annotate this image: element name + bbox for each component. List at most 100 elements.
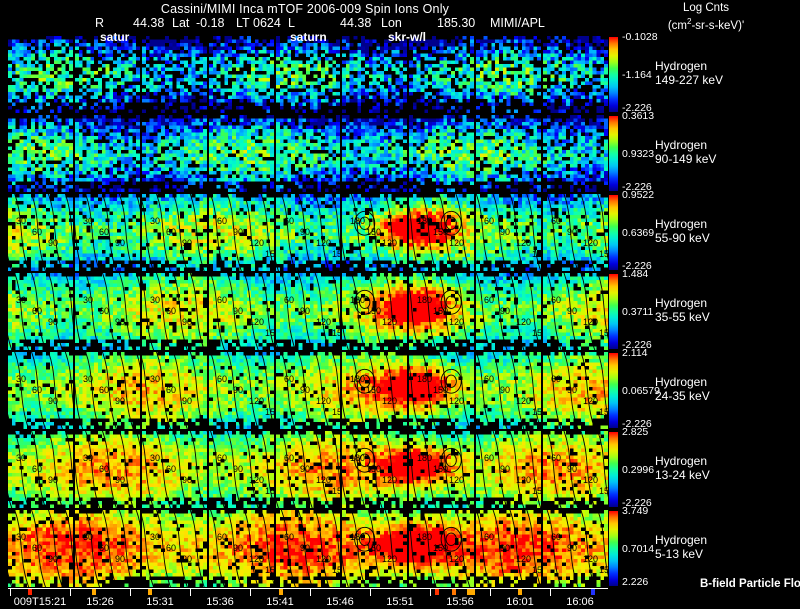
pitch-angle-contours [342,194,407,271]
pitch-angle-contours [476,273,541,350]
time-tick [10,589,11,596]
contour-line [526,194,542,271]
contour-label: 30 [83,374,93,384]
ephemeris-token-7: 44.38 [340,16,372,30]
contour-line [579,431,596,508]
ephemeris-token-4: LT [236,16,250,30]
contour-line [172,194,189,271]
contour-line [330,273,340,350]
contour-line [563,510,580,587]
pitch-angle-contours [8,273,73,350]
pitch-angle-contours [276,431,341,508]
contour-labels: 30 60 90 [150,374,192,406]
contour-label: 180 [417,295,432,305]
pitch-angle-contours [75,194,140,271]
contour-line [438,510,455,587]
spectrogram-tile: 60 90 120 150 [543,194,608,271]
contour-line [155,194,172,271]
spectrogram-tile: 180 150 120 [342,510,408,587]
spectrogram-tile: 30 60 90 [74,431,140,508]
energy-panel-0 [8,36,608,113]
contour-line [101,194,118,271]
contour-label: 120 [516,554,531,564]
pitch-angle-contours [409,273,474,350]
contour-label: 120 [382,554,397,564]
contour-line [259,273,273,350]
spectrogram-raster [409,115,475,192]
contour-label: 30 [16,453,26,463]
contour-line [579,352,596,429]
bfield-particle-flow-label: B-field Particle Flow [700,578,800,590]
contour-line [350,352,367,429]
pitch-angle-contours [209,431,274,508]
contour-label: 120 [316,554,331,564]
contour-label: 60 [32,306,42,316]
contour-label: 90 [233,543,243,553]
contour-line [155,510,172,587]
species-name: Hydrogen [655,58,708,73]
spectrogram-tile [141,115,207,192]
contour-label: 150 [599,249,608,259]
contour-line [438,194,455,271]
spectrogram-tile [208,115,274,192]
contour-line [596,273,608,350]
spectrogram-tile: 60 90 120 150 [476,510,542,587]
spectrogram-raster [74,194,140,271]
contour-line [596,510,608,587]
time-tick [70,589,71,596]
contour-label: 90 [300,464,310,474]
contour-label: 120 [316,396,331,406]
contour-label: 120 [249,238,264,248]
contour-line [259,194,273,271]
contour-label: 150 [433,306,448,316]
colorbar-3: 1.484 0.3711 -2.226 [608,269,653,350]
contour-label: 90 [48,317,58,327]
contour-label: 150 [265,486,274,496]
contour-line [509,194,526,271]
contour-line [342,510,350,587]
contour-line [455,510,472,587]
contour-line [64,431,73,508]
contour-line [409,273,421,350]
event-marker [517,589,522,595]
contour-line [476,431,492,508]
contour-label: 150 [599,486,608,496]
contour-label: 90 [300,543,310,553]
ephemeris-token-2: Lat [172,16,190,30]
colorbar-units: (cm2-sr-s-keV)' [612,15,800,33]
contour-line [596,431,608,508]
spectrogram-raster [8,194,73,271]
contour-line [596,194,608,271]
contour-line [421,510,438,587]
contour-line [276,352,280,429]
event-marker [28,589,32,595]
time-tick-label: 16:01 [506,596,534,608]
contour-line [296,273,313,350]
contour-line [64,352,73,429]
spectrogram-tile: 180 150 120 [342,352,408,429]
contour-line [421,273,438,350]
contour-label: 150 [433,543,448,553]
contour-label: 60 [284,532,294,542]
contour-label: 60 [284,374,294,384]
spectrogram-raster [208,352,274,429]
spectrogram-tile: 180 150 120 [342,431,408,508]
colorbar-gradient [608,352,619,429]
spectrogram-tile: 180 150 120 [409,510,475,587]
spectrogram-raster [409,36,475,113]
time-tick-label: 15:26 [86,596,114,608]
contour-label: 120 [449,554,464,564]
pitch-angle-contours [342,352,407,429]
contour-line [47,273,64,350]
pitch-angle-contours [543,273,608,350]
contour-line [492,194,509,271]
pitch-angle-contours [142,352,207,429]
spectrogram-raster [141,115,207,192]
contour-line [135,194,140,271]
